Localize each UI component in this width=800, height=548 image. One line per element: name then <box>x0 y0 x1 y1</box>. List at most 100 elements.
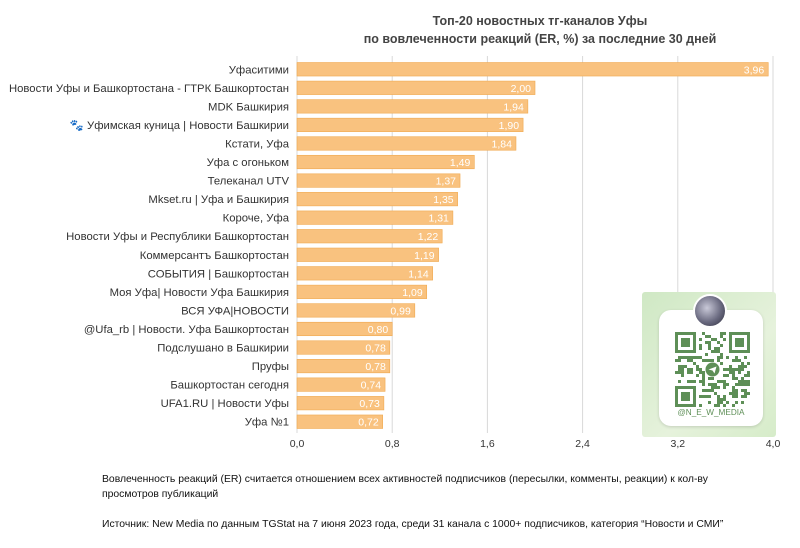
qr-module <box>681 365 684 368</box>
qr-module <box>744 389 747 392</box>
category-label: СОБЫТИЯ | Башкортостан <box>148 268 289 280</box>
qr-module <box>717 395 720 398</box>
category-label: Телеканал UTV <box>208 176 290 188</box>
qr-module <box>705 359 708 362</box>
category-label: @Ufa_rb | Новости. Уфа Башкортостан <box>84 324 289 336</box>
qr-module <box>711 389 714 392</box>
category-label: MDK Башкирия <box>208 101 289 113</box>
data-label: 0,78 <box>365 361 386 373</box>
bar <box>296 136 517 151</box>
qr-module <box>735 377 738 380</box>
qr-module <box>714 347 717 350</box>
qr-module <box>696 374 699 377</box>
qr-module <box>687 359 690 362</box>
qr-module <box>717 356 720 359</box>
qr-module <box>717 359 720 362</box>
qr-module <box>690 371 693 374</box>
qr-card[interactable] <box>659 310 763 426</box>
qr-module <box>732 359 735 362</box>
x-tick-label: 0,8 <box>385 438 400 450</box>
qr-module <box>720 353 723 356</box>
category-label: Уфа №1 <box>245 417 289 429</box>
qr-module <box>717 404 720 407</box>
qr-module <box>735 383 738 386</box>
qr-module <box>684 356 687 359</box>
qr-module <box>720 332 723 335</box>
qr-module <box>732 392 735 395</box>
category-label: Короче, Уфа <box>223 213 290 225</box>
qr-module <box>735 392 738 395</box>
qr-handle: @N_E_W_MEDIA <box>677 408 745 417</box>
qr-module <box>681 371 684 374</box>
qr-module <box>678 359 681 362</box>
bar <box>296 340 391 355</box>
qr-module <box>705 335 708 338</box>
category-label: Моя Уфа| Новости Уфа Башкирия <box>110 287 289 299</box>
telegram-plane-icon <box>708 366 717 374</box>
chart-subtitle: по вовлеченности реакций (ER, %) за посл… <box>363 32 717 46</box>
qr-module <box>681 368 684 371</box>
qr-module <box>705 389 708 392</box>
bar <box>296 303 416 318</box>
qr-module <box>687 380 690 383</box>
qr-module <box>702 374 705 377</box>
bar <box>296 62 769 77</box>
qr-module <box>735 368 738 371</box>
qr-module <box>708 389 711 392</box>
qr-module <box>690 356 693 359</box>
qr-module <box>720 398 723 401</box>
qr-module <box>723 398 726 401</box>
data-label: 2,00 <box>511 83 532 95</box>
qr-module <box>702 395 705 398</box>
qr-module <box>723 404 726 407</box>
qr-module <box>741 368 744 371</box>
x-tick-label: 4,0 <box>766 438 781 450</box>
qr-code-icon <box>675 332 750 407</box>
qr-module <box>699 338 702 341</box>
qr-module <box>732 404 735 407</box>
data-label: 1,35 <box>433 194 454 206</box>
bar <box>296 192 458 207</box>
qr-module <box>747 362 750 365</box>
qr-module <box>723 368 726 371</box>
qr-module <box>723 374 726 377</box>
qr-module <box>702 383 705 386</box>
qr-module <box>723 338 726 341</box>
qr-module <box>714 404 717 407</box>
qr-module <box>696 365 699 368</box>
qr-module <box>747 371 750 374</box>
qr-module <box>696 356 699 359</box>
data-label: 0,80 <box>368 324 389 336</box>
qr-module <box>738 368 741 371</box>
qr-module <box>717 398 720 401</box>
qr-module <box>726 374 729 377</box>
category-label: UFA1.RU | Новости Уфы <box>161 398 289 410</box>
qr-module <box>741 383 744 386</box>
qr-module <box>702 359 705 362</box>
qr-module <box>726 368 729 371</box>
qr-module <box>702 377 705 380</box>
data-label: 0,74 <box>361 380 382 392</box>
qr-module <box>744 365 747 368</box>
bar <box>296 284 428 299</box>
qr-module <box>699 344 702 347</box>
qr-module <box>708 335 711 338</box>
qr-module <box>699 380 702 383</box>
qr-module <box>690 368 693 371</box>
category-label: Уфаситими <box>229 64 289 76</box>
qr-module <box>696 368 699 371</box>
x-tick-label: 2,4 <box>575 438 590 450</box>
qr-module <box>693 356 696 359</box>
qr-module <box>702 389 705 392</box>
bar <box>296 414 383 429</box>
qr-module <box>723 380 726 383</box>
qr-module <box>699 356 702 359</box>
footnote: Вовлеченность реакций (ER) считается отн… <box>102 474 708 500</box>
qr-module <box>738 371 741 374</box>
data-label: 1,94 <box>503 101 524 113</box>
source-note: Источник: New Media по данным TGStat на … <box>102 519 724 530</box>
qr-module <box>717 347 720 350</box>
qr-module <box>741 377 744 380</box>
qr-module <box>708 359 711 362</box>
qr-module <box>708 341 711 344</box>
